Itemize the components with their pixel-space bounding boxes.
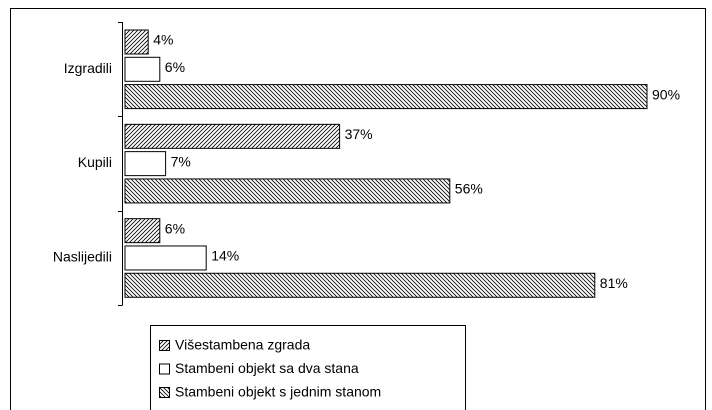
legend-swatch: [159, 340, 170, 351]
value-label: 81%: [600, 275, 628, 291]
bar: [124, 84, 648, 110]
bar: [124, 123, 341, 149]
y-tick-label: Naslijedili: [53, 249, 112, 265]
value-label: 14%: [211, 248, 239, 264]
y-tick-label: Kupili: [78, 154, 112, 170]
bar: [124, 29, 149, 55]
value-label: 37%: [345, 126, 373, 142]
y-tick-label: Izgradili: [64, 60, 112, 76]
value-label: 6%: [165, 220, 185, 236]
bar: [124, 151, 167, 177]
legend-swatch: [159, 363, 170, 375]
bar: [124, 245, 207, 271]
bar: [124, 272, 596, 298]
legend-swatch: [159, 387, 170, 398]
bar: [124, 218, 161, 244]
value-label: 4%: [153, 32, 173, 48]
legend-label: Stambeni objekt sa dva stana: [175, 360, 359, 376]
legend-label: Stambeni objekt s jednim stanom: [175, 384, 381, 400]
legend-label: Višestambena zgrada: [175, 337, 310, 353]
bar: [124, 56, 161, 82]
bar: [124, 178, 451, 204]
legend-box: [150, 325, 466, 410]
value-label: 6%: [165, 59, 185, 75]
value-label: 7%: [171, 153, 191, 169]
value-label: 56%: [455, 181, 483, 197]
value-label: 90%: [652, 86, 680, 102]
